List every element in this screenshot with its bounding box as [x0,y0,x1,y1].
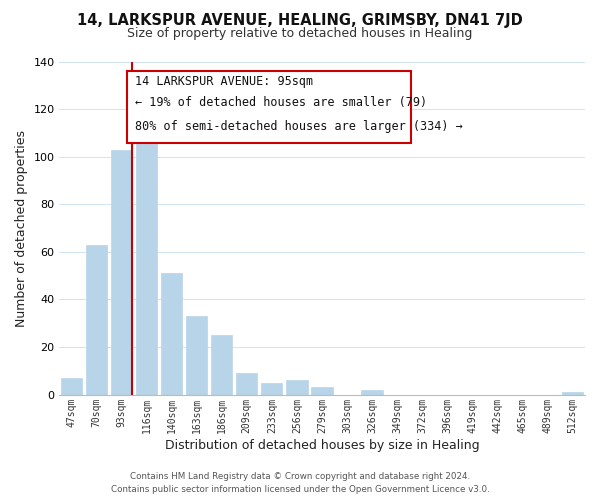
Bar [562,392,583,394]
Y-axis label: Number of detached properties: Number of detached properties [15,130,28,326]
Text: ← 19% of detached houses are smaller (79): ← 19% of detached houses are smaller (79… [135,96,427,110]
Text: 14 LARKSPUR AVENUE: 95sqm: 14 LARKSPUR AVENUE: 95sqm [135,75,313,88]
FancyBboxPatch shape [127,72,412,143]
Bar [161,273,182,394]
X-axis label: Distribution of detached houses by size in Healing: Distribution of detached houses by size … [164,440,479,452]
Bar [211,335,232,394]
Bar [86,244,107,394]
Bar [286,380,308,394]
Bar [261,382,283,394]
Text: Size of property relative to detached houses in Healing: Size of property relative to detached ho… [127,28,473,40]
Bar [236,373,257,394]
Text: 14, LARKSPUR AVENUE, HEALING, GRIMSBY, DN41 7JD: 14, LARKSPUR AVENUE, HEALING, GRIMSBY, D… [77,12,523,28]
Bar [136,124,157,394]
Bar [186,316,207,394]
Bar [61,378,82,394]
Bar [111,150,132,394]
Text: Contains HM Land Registry data © Crown copyright and database right 2024.
Contai: Contains HM Land Registry data © Crown c… [110,472,490,494]
Text: 80% of semi-detached houses are larger (334) →: 80% of semi-detached houses are larger (… [135,120,463,133]
Bar [311,388,332,394]
Bar [361,390,383,394]
